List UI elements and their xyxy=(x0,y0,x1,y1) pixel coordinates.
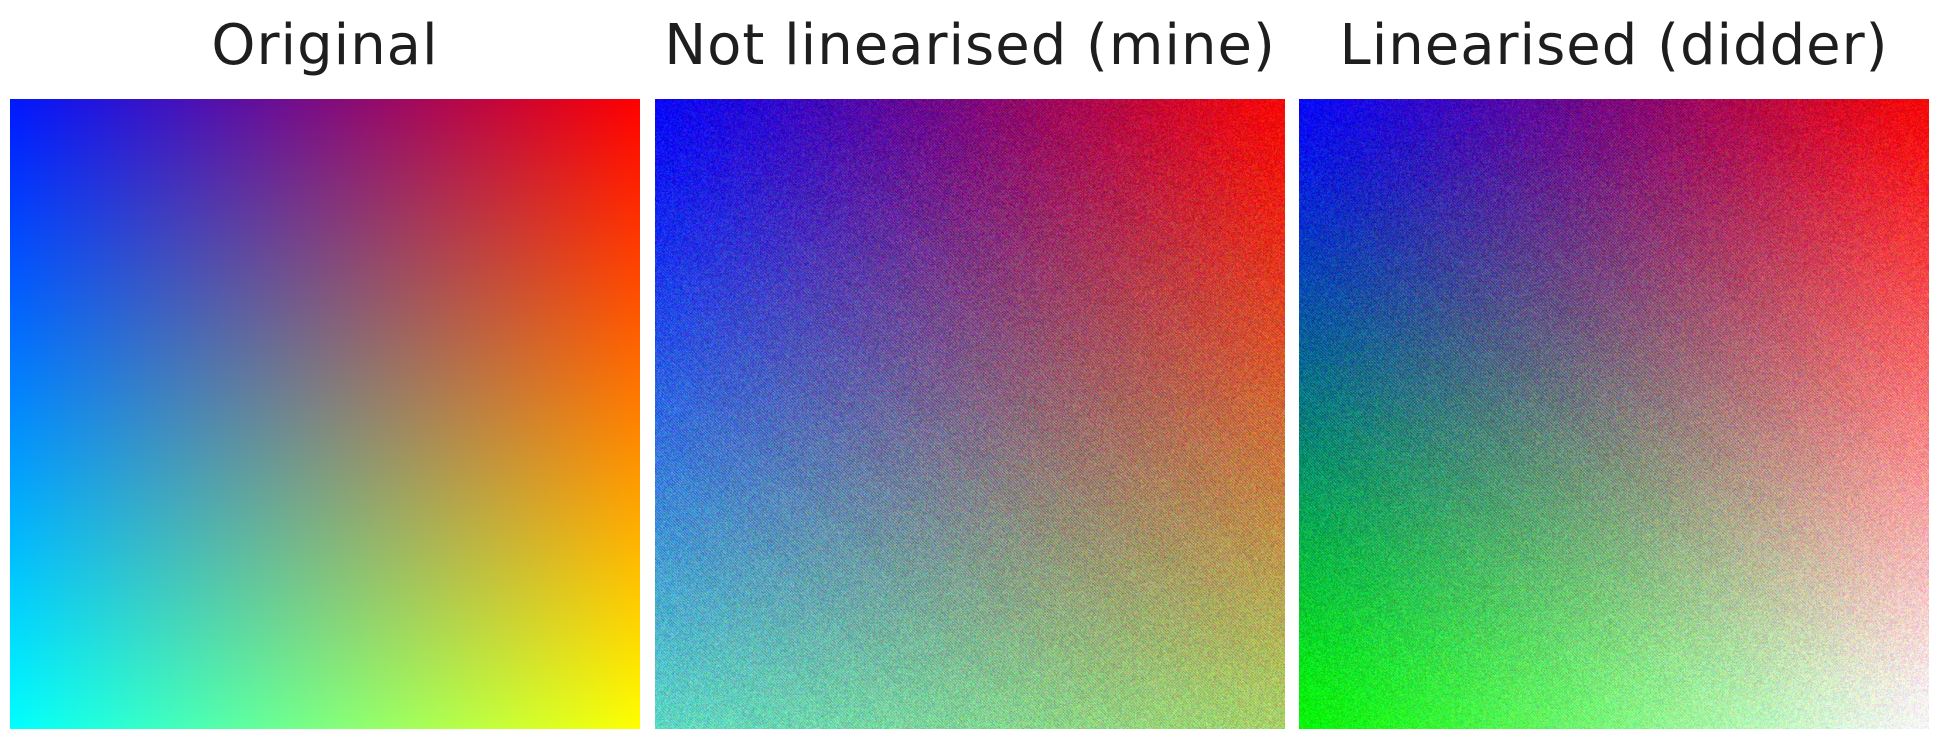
panel-title: Not linearised (mine) xyxy=(655,6,1285,86)
gradient-image-linearised xyxy=(1299,99,1929,729)
panel-title: Linearised (didder) xyxy=(1299,6,1929,86)
panel-title: Original xyxy=(10,6,640,86)
gradient-image-not-linearised xyxy=(655,99,1285,729)
gradient-image-original xyxy=(10,99,640,729)
panel-not-linearised: Not linearised (mine) xyxy=(655,0,1285,739)
panel-linearised: Linearised (didder) xyxy=(1299,0,1929,739)
panel-original: Original xyxy=(10,0,640,739)
